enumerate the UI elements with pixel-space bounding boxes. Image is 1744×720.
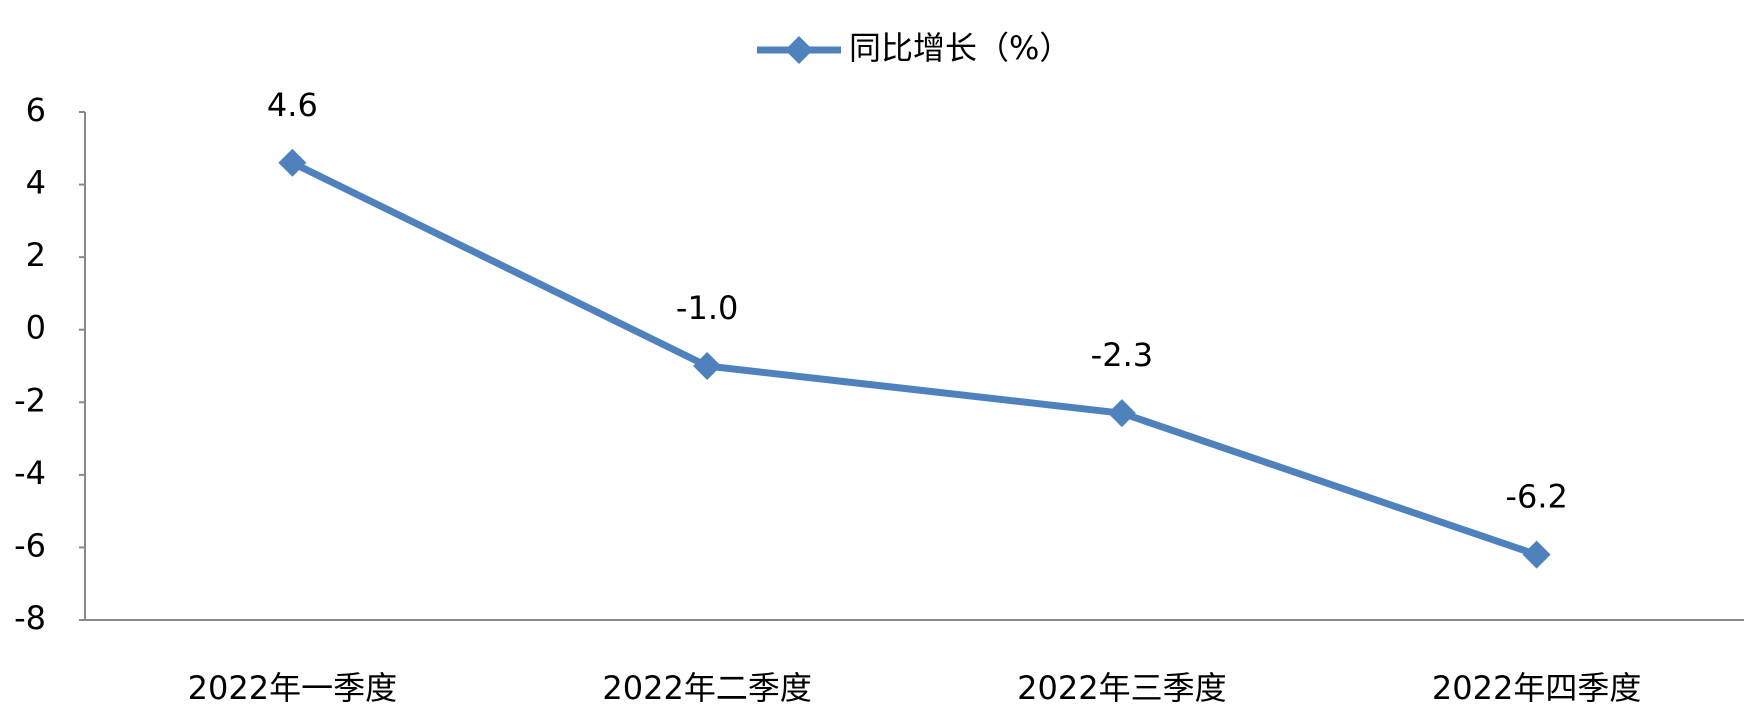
y-tick-label: 0 — [26, 309, 46, 347]
y-tick-label: 2 — [26, 236, 46, 274]
legend-marker — [785, 36, 813, 64]
data-label: -1.0 — [676, 289, 738, 327]
y-tick-label: 4 — [26, 164, 46, 202]
legend-label: 同比增长（%） — [849, 29, 1071, 67]
x-tick-label: 2022年二季度 — [602, 669, 811, 707]
marker — [693, 352, 722, 380]
x-tick-label: 2022年四季度 — [1432, 669, 1641, 707]
data-label: -2.3 — [1091, 336, 1153, 374]
marker — [1522, 540, 1551, 569]
y-tick-label: 6 — [26, 91, 46, 129]
y-tick-label: -2 — [14, 381, 46, 419]
x-tick-label: 2022年一季度 — [188, 669, 397, 707]
marker — [1107, 399, 1136, 428]
y-tick-label: -4 — [14, 454, 46, 492]
y-tick-label: -6 — [14, 526, 46, 564]
marker — [278, 148, 307, 177]
data-label: -6.2 — [1505, 478, 1567, 516]
series-line — [290, 159, 1538, 558]
y-tick-label: -8 — [14, 599, 46, 637]
data-label: 4.6 — [267, 86, 318, 124]
x-tick-label: 2022年三季度 — [1017, 669, 1226, 707]
